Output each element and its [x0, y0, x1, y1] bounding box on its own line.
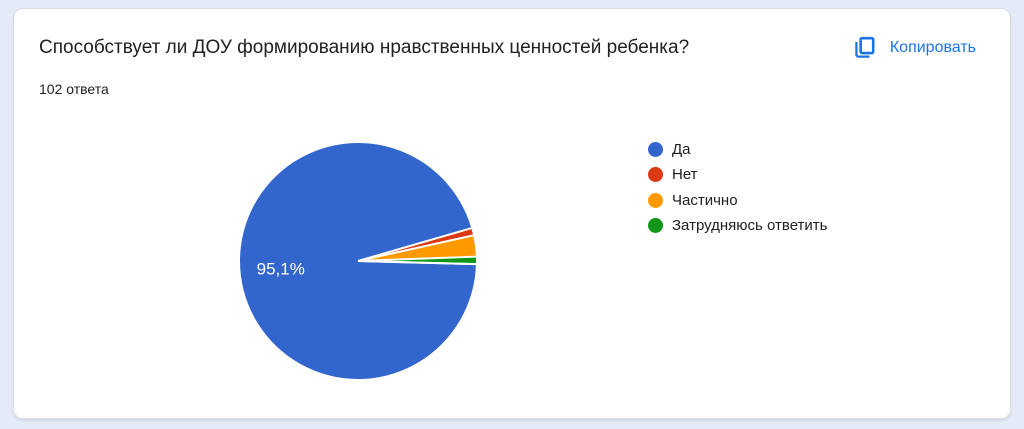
- legend-label: Затрудняюсь ответить: [672, 217, 828, 235]
- legend-label: Нет: [672, 166, 698, 184]
- legend-item[interactable]: Да: [648, 137, 827, 162]
- slice-percentage-label: 95,1%: [257, 259, 305, 278]
- legend-item[interactable]: Частично: [648, 188, 827, 213]
- legend-swatch: [648, 218, 663, 234]
- chart-card: Способствует ли ДОУ формированию нравств…: [13, 8, 1011, 419]
- pie-slice-1[interactable]: [240, 143, 476, 380]
- copy-icon: [851, 34, 877, 62]
- chart-legend: Да Нет Частично Затрудняюсь ответить: [648, 137, 827, 238]
- responses-count: 102 ответа: [39, 81, 109, 97]
- slice-separator: [357, 227, 472, 262]
- legend-label: Да: [672, 141, 691, 159]
- copy-button[interactable]: Копировать: [851, 33, 976, 63]
- legend-swatch: [648, 192, 663, 208]
- slice-separator: [357, 260, 476, 266]
- legend-item[interactable]: Нет: [648, 162, 827, 187]
- legend-swatch: [648, 167, 663, 183]
- slice-separator: [357, 255, 476, 262]
- copy-button-label: Копировать: [889, 39, 976, 56]
- slice-separator: [357, 234, 474, 262]
- pie-chart: 95,1%: [240, 143, 476, 380]
- legend-item[interactable]: Затрудняюсь ответить: [648, 213, 827, 238]
- legend-label: Частично: [672, 191, 738, 209]
- legend-swatch: [648, 142, 663, 158]
- question-title: Способствует ли ДОУ формированию нравств…: [39, 37, 690, 58]
